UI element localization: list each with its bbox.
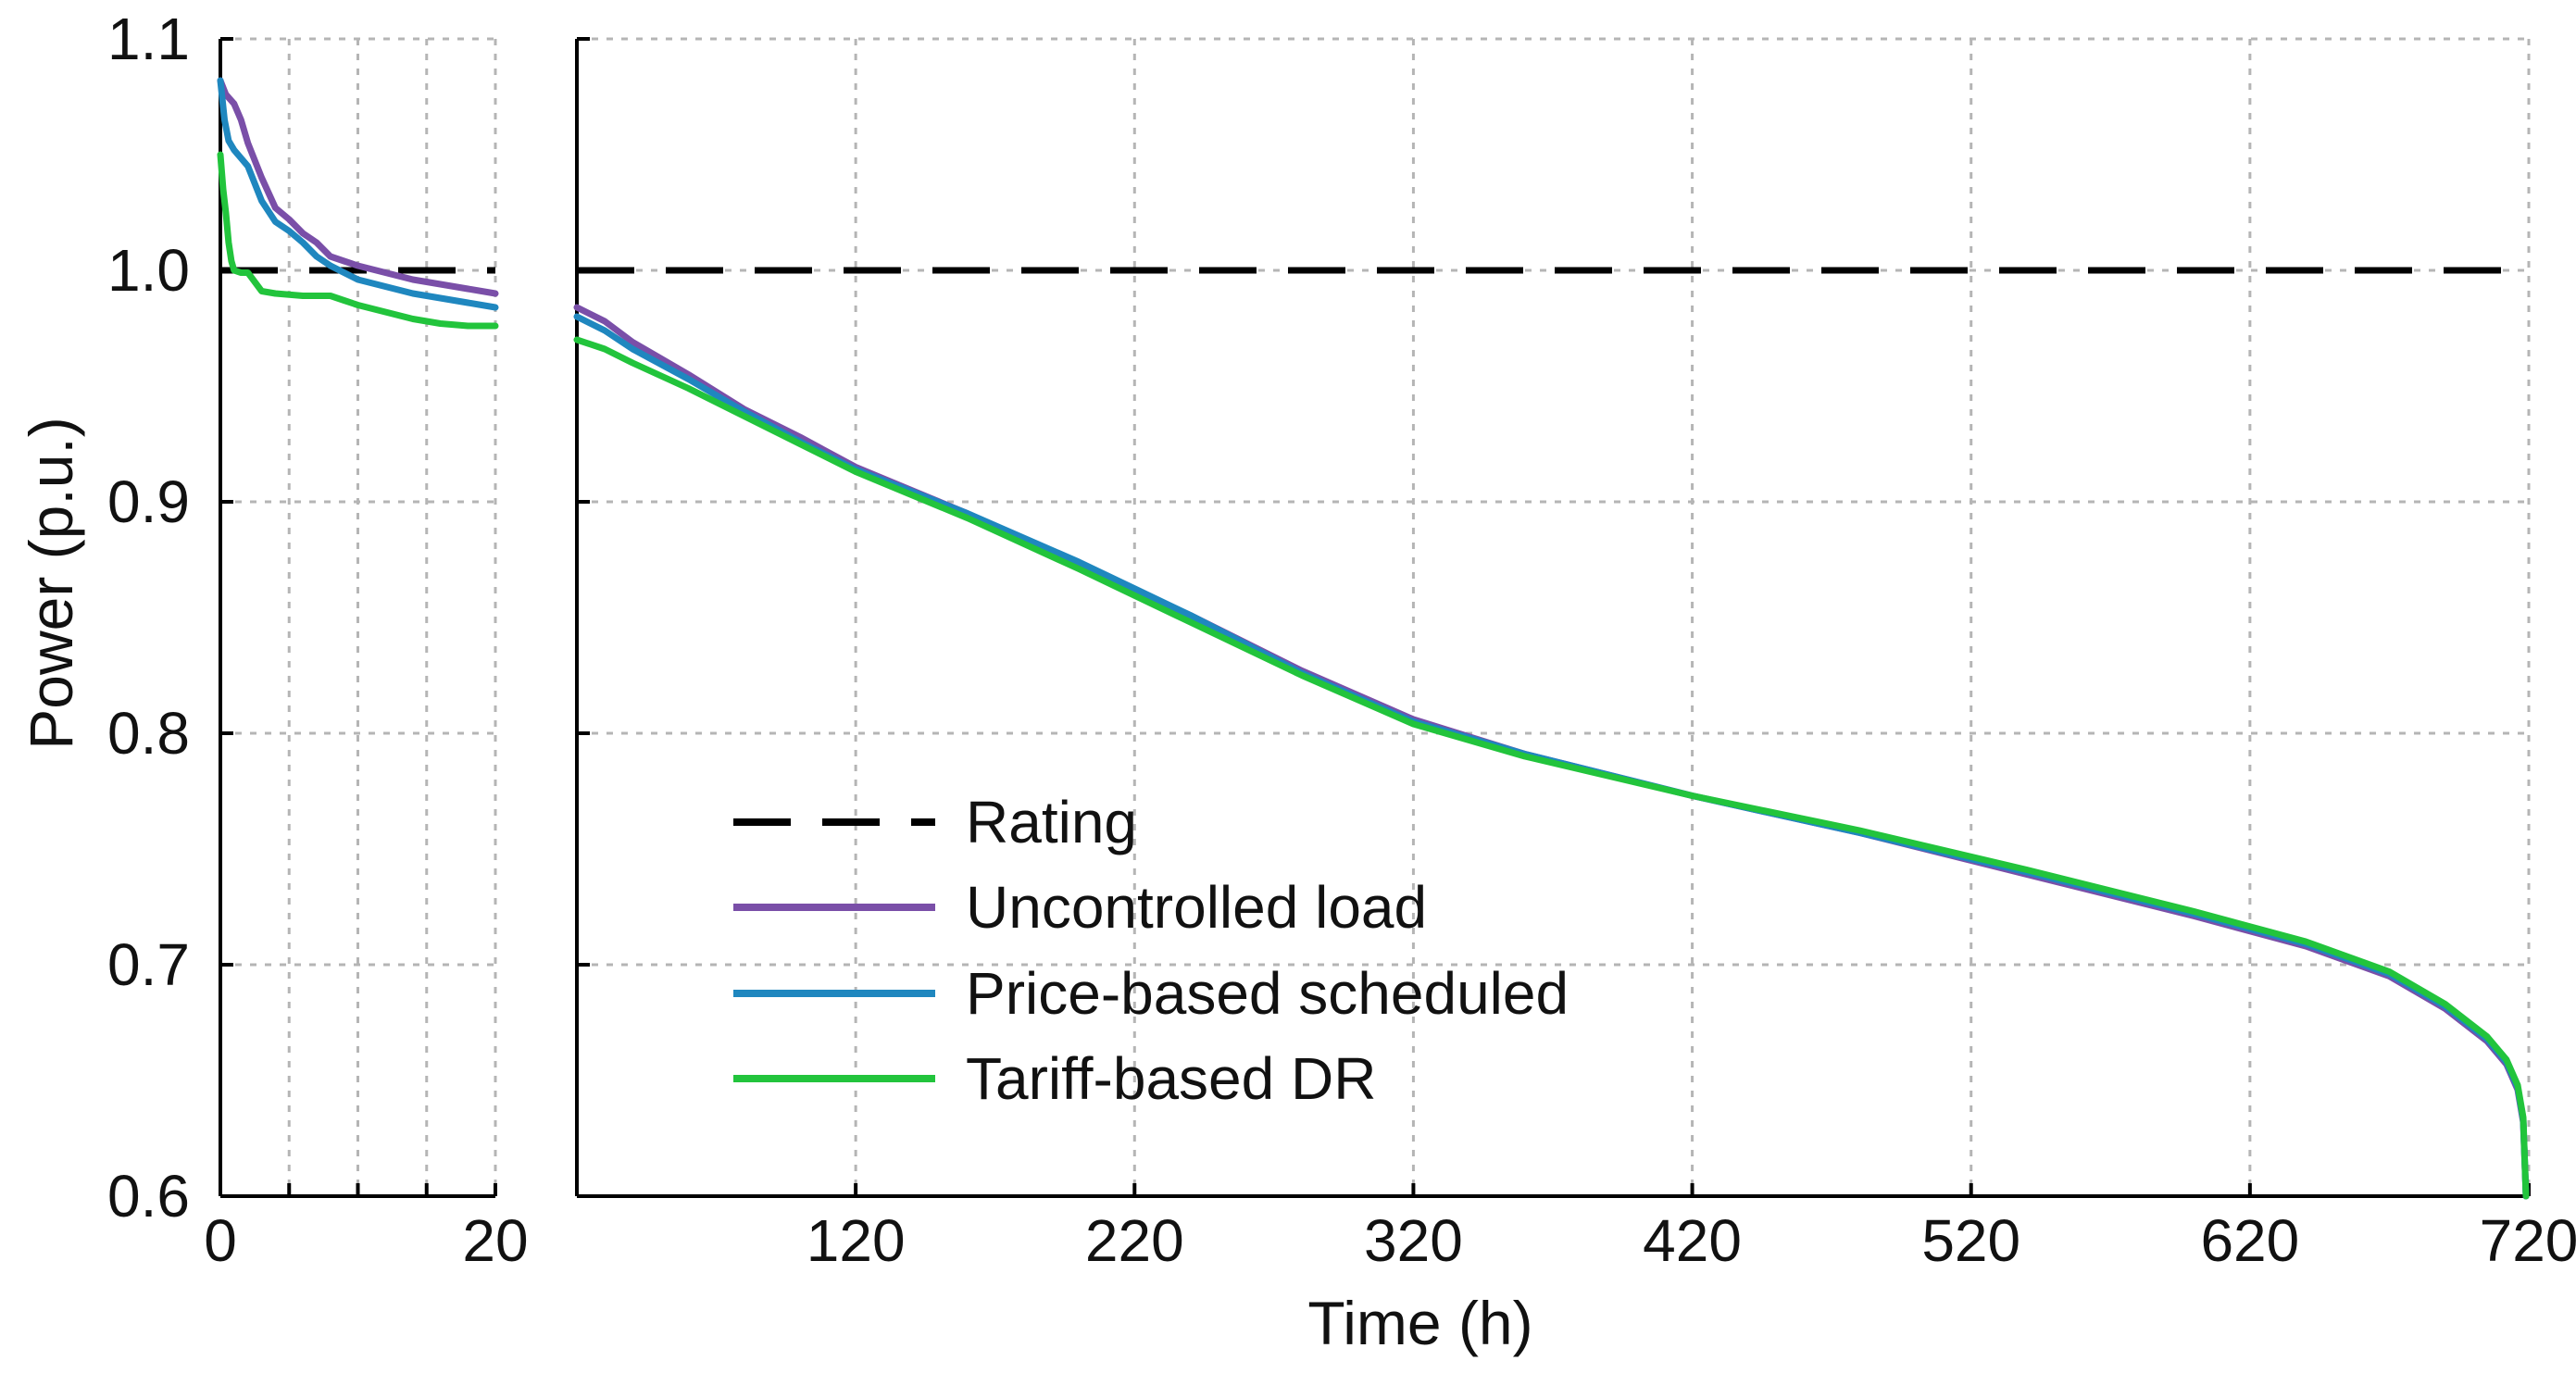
main-x-tick-label-5: 620 (2200, 1207, 2299, 1274)
y-tick-label-0: 0.6 (107, 1163, 190, 1229)
zoom-series-price-line (217, 77, 499, 311)
legend-label-2: Price-based scheduled (966, 960, 1569, 1027)
series-layer (217, 77, 2530, 1200)
y-tick-label-4: 1.0 (107, 237, 190, 304)
zoom-series-tariff-line (217, 151, 499, 330)
main-series-tariff-line (573, 336, 2530, 1200)
main-series-uncontrolled-line (573, 304, 2530, 1200)
y-axis-label: Power (p.u.) (17, 417, 85, 749)
zoom-x-tick-label-0: 0 (204, 1207, 237, 1274)
main-x-tick-label-0: 120 (807, 1207, 906, 1274)
legend-label-3: Tariff-based DR (966, 1045, 1376, 1112)
main-x-tick-label-3: 420 (1643, 1207, 1742, 1274)
y-tick-label-1: 0.7 (107, 931, 190, 998)
zoom-x-tick-label-1: 20 (462, 1207, 528, 1274)
x-axis-label: Time (h) (1307, 1289, 1532, 1357)
y-tick-label-3: 0.9 (107, 468, 190, 535)
y-tick-label-2: 0.8 (107, 700, 190, 767)
y-tick-label-5: 1.1 (107, 6, 190, 72)
main-series-price-line (573, 313, 2530, 1200)
grid-layer (220, 37, 2531, 1196)
axes-layer (219, 37, 2531, 1198)
main-x-tick-label-4: 520 (1921, 1207, 2020, 1274)
legend-label-0: Rating (966, 789, 1137, 855)
main-x-tick-label-2: 320 (1364, 1207, 1463, 1274)
main-x-tick-label-1: 220 (1085, 1207, 1184, 1274)
zoom-series-uncontrolled-line (217, 77, 499, 297)
text-layer: 0.6 0.7 0.8 0.9 1.0 1.1 0 20 120 220 320 420 520 620 7… (17, 6, 2576, 1357)
main-x-tick-label-6: 720 (2480, 1207, 2576, 1274)
legend-layer: Rating Uncontrolled load Price-based sched… (733, 789, 1569, 1112)
legend-label-1: Uncontrolled load (966, 874, 1427, 941)
